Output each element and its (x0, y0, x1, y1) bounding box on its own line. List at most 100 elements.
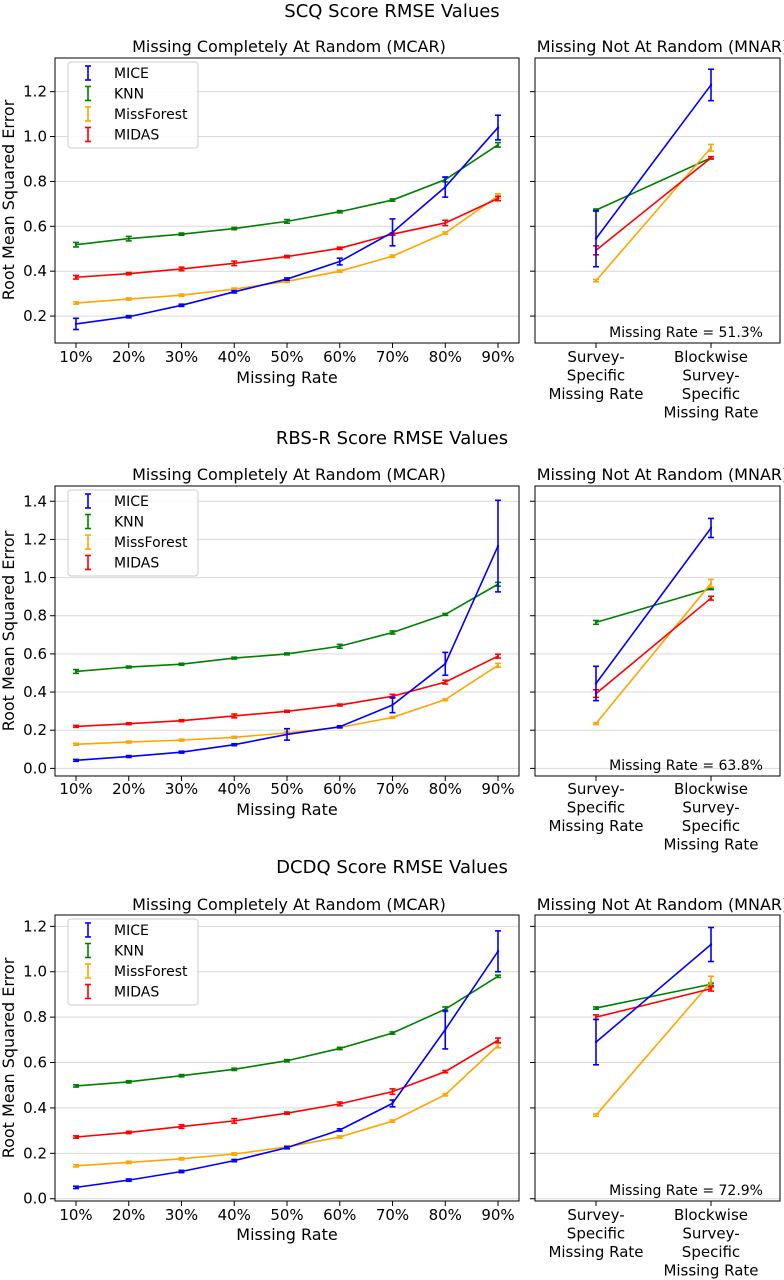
x-tick-label: 60% (323, 1206, 356, 1224)
mnar-point (594, 279, 598, 282)
mnar-series-midas (593, 595, 714, 699)
mnar-series-missforest (593, 975, 714, 1118)
x-tick-label: 40% (218, 1206, 251, 1224)
mnar-line-mice (595, 943, 712, 1043)
mcar-point (180, 267, 183, 271)
mcar-point (180, 1157, 183, 1160)
mnar-line-midas (595, 987, 712, 1018)
mnar-series-midas (593, 155, 714, 256)
mcar-point (391, 254, 394, 258)
mcar-point (127, 755, 130, 758)
mnar-x-tick-label: Survey- (567, 1206, 624, 1224)
legend-box (67, 61, 199, 149)
mnar-line-mice (595, 527, 712, 684)
mnar-x-tick-label: Specific (682, 385, 740, 403)
y-axis-label: Root Mean Squared Error (0, 530, 18, 731)
mcar-point (233, 1119, 236, 1123)
y-tick-label: 0.8 (23, 1008, 47, 1026)
mnar-x-tick-label: Blockwise (674, 348, 748, 366)
mcar-point (180, 1074, 183, 1077)
mnar-axes-frame (534, 57, 781, 344)
mcar-point (127, 722, 130, 725)
mnar-x-tick-label: Specific (682, 817, 740, 835)
mcar-point (233, 287, 236, 291)
mcar-point (180, 1170, 183, 1173)
mnar-x-tick-label: Specific (567, 799, 625, 817)
figure-title: DCDQ Score RMSE Values (276, 857, 508, 878)
mcar-point (285, 1146, 289, 1149)
missing-rate-annotation: Missing Rate = 51.3% (609, 325, 763, 341)
mnar-x-tick-label: Blockwise (674, 780, 748, 798)
mcar-point (496, 975, 500, 978)
mcar-point (127, 272, 130, 275)
mnar-x-tick-label: Specific (567, 367, 625, 385)
x-axis-label: Missing Rate (236, 368, 337, 387)
x-tick-label: 50% (270, 348, 303, 366)
mnar-point (594, 621, 598, 624)
y-tick-label: 0.8 (23, 607, 47, 625)
mcar-point (233, 736, 236, 739)
mnar-x-tick-label: Specific (567, 1225, 625, 1243)
mnar-x-tick-label: Missing Rate (663, 1262, 758, 1280)
mnar-x-tick-label: Survey- (682, 799, 739, 817)
mcar-point (338, 1102, 341, 1106)
y-tick-label: 1.2 (23, 83, 47, 101)
mcar-point (74, 1135, 78, 1139)
mnar-x-tick-label: Missing Rate (663, 836, 758, 854)
y-tick-label: 1.4 (23, 492, 47, 510)
mnar-series-missforest (593, 578, 714, 726)
mcar-point (444, 231, 447, 235)
mcar-point (391, 1102, 394, 1105)
mcar-point (74, 759, 78, 762)
legend-box (67, 918, 199, 1006)
mcar-point (285, 1111, 289, 1115)
x-tick-label: 90% (481, 1206, 514, 1224)
x-tick-label: 20% (112, 1206, 145, 1224)
x-tick-label: 60% (323, 780, 356, 798)
x-tick-label: 30% (165, 780, 198, 798)
mnar-point (594, 1015, 598, 1019)
mnar-series-midas (593, 985, 714, 1021)
mcar-point (233, 227, 236, 230)
mcar-point (127, 297, 130, 301)
mcar-point (180, 294, 183, 297)
mcar-point (444, 1028, 447, 1031)
mcar-point (74, 276, 78, 279)
x-tick-label: 10% (59, 780, 92, 798)
mcar-point (338, 260, 341, 263)
mnar-point (709, 156, 713, 160)
mcar-point (233, 1159, 236, 1162)
y-axis-label: Root Mean Squared Error (0, 957, 18, 1158)
y-tick-label: 1.0 (23, 569, 47, 587)
mnar-point (594, 237, 598, 240)
mnar-line-midas (595, 597, 712, 695)
mnar-series-missforest (593, 143, 714, 283)
mnar-line-mice (595, 84, 712, 240)
mcar-point (496, 1044, 500, 1047)
mcar-point (180, 738, 183, 742)
mcar-point (391, 198, 394, 202)
mcar-series-mice (73, 114, 501, 331)
mcar-point (285, 652, 289, 656)
mcar-point (74, 1164, 78, 1168)
mcar-point (496, 1039, 500, 1042)
mcar-point (444, 613, 447, 616)
x-tick-label: 70% (376, 1206, 409, 1224)
panel-2: DCDQ Score RMSE Values Missing Completely… (0, 857, 784, 1280)
mcar-point (444, 698, 447, 701)
panel-1: RBS-R Score RMSE Values Missing Completel… (0, 428, 784, 854)
mnar-line-midas (595, 157, 712, 251)
mnar-point (709, 146, 713, 149)
mcar-point (180, 750, 183, 754)
mnar-series-mice (593, 926, 714, 1066)
x-tick-label: 10% (59, 348, 92, 366)
legend-box (67, 489, 199, 577)
mcar-point (496, 143, 500, 147)
mcar-point (233, 290, 236, 294)
mcar-point (285, 255, 289, 258)
mnar-subplot-title: Missing Not At Random (MNAR) (537, 895, 784, 914)
x-tick-label: 20% (112, 780, 145, 798)
mcar-point (444, 185, 447, 189)
mnar-x-tick-label: Survey- (682, 367, 739, 385)
